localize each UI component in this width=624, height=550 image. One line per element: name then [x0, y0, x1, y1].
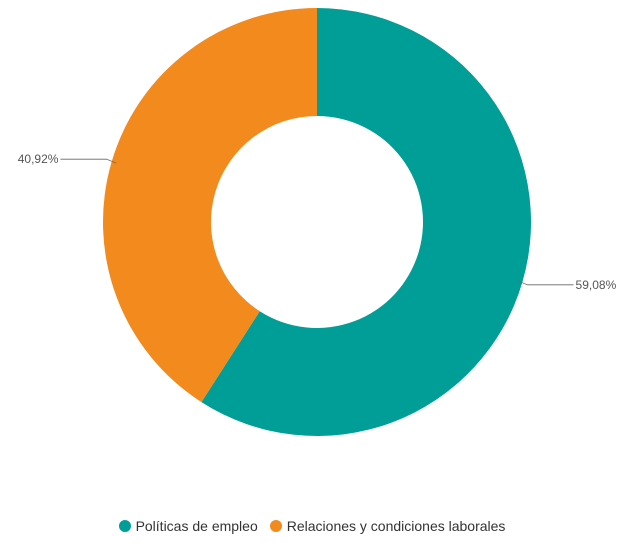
data-labels: 59,08% 40,92% [18, 152, 617, 292]
legend-item-relaciones-y-condiciones-laborales[interactable]: Relaciones y condiciones laborales [269, 518, 506, 534]
chart-legend: Políticas de empleo Relaciones y condici… [0, 518, 624, 534]
slice-politicas-de-empleo[interactable] [201, 8, 532, 437]
legend-item-politicas-de-empleo[interactable]: Políticas de empleo [118, 518, 258, 534]
legend-label-relaciones-y-condiciones-laborales: Relaciones y condiciones laborales [286, 518, 506, 534]
legend-swatch-relaciones-y-condiciones-laborales [269, 520, 282, 532]
legend-swatch-politicas-de-empleo [118, 520, 131, 532]
data-label-politicas-de-empleo: 59,08% [576, 278, 617, 292]
data-label-relaciones-y-condiciones-laborales: 40,92% [18, 152, 59, 166]
leader-line-politicas-de-empleo [517, 280, 574, 286]
leader-line-relaciones-y-condiciones-laborales [60, 158, 117, 164]
slice-relaciones-y-condiciones-laborales[interactable] [103, 8, 318, 403]
donut-slices [103, 8, 532, 437]
legend-label-politicas-de-empleo: Políticas de empleo [135, 518, 258, 534]
